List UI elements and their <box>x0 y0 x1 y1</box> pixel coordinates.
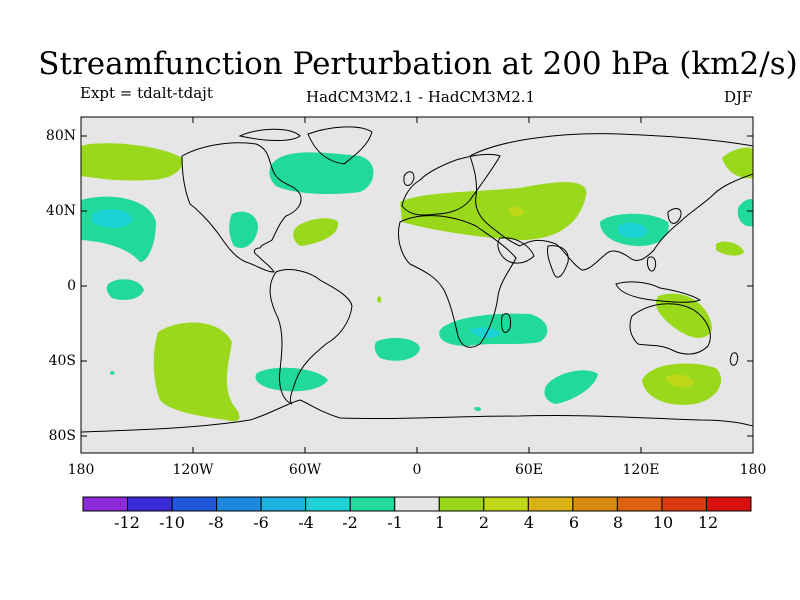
plot-title: Streamfunction Perturbation at 200 hPa (… <box>38 46 798 82</box>
colorbar-labels: -12 -10 -8 -6 -4 -2 -1 1 2 4 6 8 10 12 <box>114 513 718 532</box>
coastline-britain <box>403 171 415 186</box>
colorbar-swatch <box>216 496 262 512</box>
coastline-japan <box>667 208 682 224</box>
latitude-label: 40N <box>46 203 76 219</box>
colorbar-swatch <box>483 496 529 512</box>
colorbar-label: 8 <box>613 513 623 532</box>
contour-negative-region <box>544 370 598 404</box>
colorbar-swatch <box>394 496 440 512</box>
colorbar-swatch <box>438 496 485 512</box>
colorbar-swatch <box>616 496 663 512</box>
colorbar-swatch <box>305 496 351 512</box>
coastline-greenland <box>307 126 373 165</box>
colorbar-swatch <box>260 496 307 512</box>
experiment-label: Expt = tdalt-tdajt <box>80 84 213 102</box>
contour-positive-region <box>81 143 183 181</box>
colorbar-label: 1 <box>435 513 445 532</box>
coastline-madagascar <box>501 313 511 333</box>
colorbar-swatch <box>705 496 752 512</box>
colorbar-swatch <box>527 496 574 512</box>
latitude-labels: 80N 40N 0 40S 80S <box>46 128 76 444</box>
colorbar-label: 4 <box>524 513 534 532</box>
colorbar-label: -10 <box>159 513 185 532</box>
contour-negative-region <box>106 279 144 300</box>
latitude-label: 80S <box>49 428 76 444</box>
contour-negative-region <box>92 209 132 228</box>
colorbar-label: 6 <box>569 513 579 532</box>
longitude-label: 120E <box>623 462 660 478</box>
coastline-south-america <box>269 269 353 405</box>
colorbar-swatch <box>661 496 707 512</box>
contour-positive-region <box>508 206 524 217</box>
contour-negative-region <box>269 152 374 194</box>
contour-fill-layer <box>81 143 753 422</box>
coastline-north-america <box>181 142 302 273</box>
contour-negative-region <box>229 211 258 248</box>
coastline-new-zealand <box>729 352 739 366</box>
contour-negative-region <box>470 327 500 339</box>
colorbar-swatch <box>82 496 129 512</box>
latitude-label: 0 <box>67 278 76 294</box>
longitude-label: 120W <box>172 462 214 478</box>
coastline-europe <box>401 153 501 216</box>
coastline-indonesia <box>615 281 702 303</box>
axis-ticks <box>80 117 754 453</box>
colorbar-swatch <box>349 496 396 512</box>
latitude-label: 40S <box>49 353 76 369</box>
colorbar <box>82 496 752 512</box>
coastline-arctic-islands <box>238 128 301 141</box>
colorbar-label: 12 <box>698 513 718 532</box>
colorbar-label: 10 <box>653 513 673 532</box>
coastline-australia <box>629 303 711 355</box>
contour-negative-region <box>255 367 328 392</box>
contour-positive-region <box>400 182 587 240</box>
contour-negative-region <box>110 371 115 375</box>
contour-negative-region <box>374 338 420 361</box>
longitude-label: 0 <box>413 462 422 478</box>
coastline-arabia <box>497 237 535 264</box>
contour-positive-region <box>665 374 694 388</box>
contour-positive-region <box>716 241 744 256</box>
coastline-antarctica <box>81 399 753 433</box>
longitude-labels: 180 120W 60W 0 60E 120E 180 <box>68 462 767 478</box>
colorbar-label: -4 <box>298 513 314 532</box>
contour-positive-region <box>153 322 240 422</box>
colorbar-label: -2 <box>342 513 358 532</box>
colorbar-label: 2 <box>479 513 489 532</box>
longitude-label: 60W <box>289 462 322 478</box>
colorbar-label: -12 <box>114 513 140 532</box>
coastline-africa <box>397 215 517 348</box>
contour-negative-region <box>737 198 753 227</box>
coastlines <box>81 126 753 433</box>
colorbar-label: -6 <box>253 513 269 532</box>
colorbar-swatch <box>572 496 618 512</box>
longitude-label: 180 <box>68 462 95 478</box>
contour-positive-region <box>655 293 712 338</box>
colorbar-swatch <box>171 496 218 512</box>
coastline-india <box>547 245 569 278</box>
season-label: DJF <box>724 88 753 106</box>
colorbar-swatch <box>127 496 173 512</box>
longitude-label: 180 <box>740 462 767 478</box>
latitude-label: 80N <box>46 128 76 144</box>
contour-positive-region <box>722 147 753 179</box>
longitude-label: 60E <box>515 462 543 478</box>
model-label: HadCM3M2.1 - HadCM3M2.1 <box>306 88 536 106</box>
colorbar-label: -1 <box>387 513 403 532</box>
contour-negative-region <box>474 406 482 412</box>
coastline-philippines <box>647 256 657 272</box>
contour-positive-region <box>377 296 382 303</box>
contour-positive-region <box>293 218 339 246</box>
colorbar-label: -8 <box>208 513 224 532</box>
contour-negative-region <box>618 222 648 238</box>
coastline-asia <box>469 133 753 271</box>
